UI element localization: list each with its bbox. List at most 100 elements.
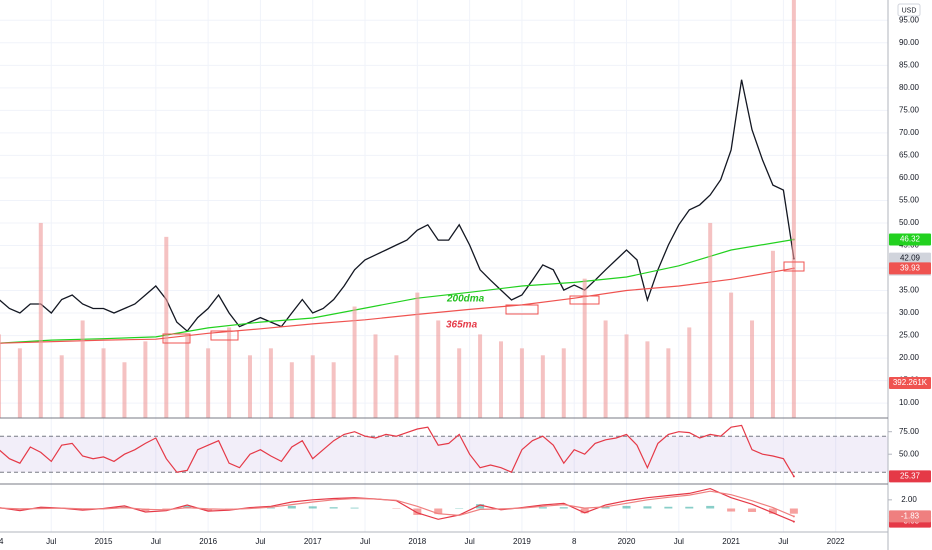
x-tick-label: Jul [465, 537, 475, 546]
series-line [0, 490, 795, 517]
y-tick-label: 95.00 [899, 15, 920, 24]
series-line [0, 424, 795, 477]
volume-bar [770, 250, 775, 418]
x-tick-label: 14 [0, 537, 4, 546]
volume-bar [708, 222, 713, 418]
x-tick-label: 2022 [827, 537, 845, 546]
value-label: -1.83 [901, 512, 920, 521]
value-label-bg [889, 233, 931, 246]
last-point [792, 475, 795, 478]
y-tick-label: 50.00 [899, 449, 920, 458]
grid [0, 0, 888, 532]
volume-bar [38, 222, 43, 418]
ma-label: 365ma [446, 320, 478, 331]
histogram-bar [643, 506, 652, 509]
x-tick-label: 2019 [513, 537, 531, 546]
y-tick-label: 20.00 [899, 353, 920, 362]
histogram-bar [727, 508, 736, 512]
volume-bar [122, 362, 127, 418]
y-tick-label: 75.00 [899, 427, 920, 436]
volume-bar [729, 292, 734, 418]
volume-bar [624, 334, 629, 418]
x-tick-label: 2015 [95, 537, 113, 546]
value-label: 25.37 [900, 471, 921, 480]
box [505, 304, 539, 315]
box [162, 333, 191, 344]
y-tick-label: 55.00 [899, 196, 920, 205]
x-tick-label: 2021 [722, 537, 740, 546]
volume-bar [268, 348, 273, 418]
volume-bar [561, 348, 566, 418]
y-tick-label: 2.00 [901, 495, 917, 504]
x-tick-label: 2020 [618, 537, 636, 546]
y-tick-label: 65.00 [899, 151, 920, 160]
x-tick-label: Jul [46, 537, 56, 546]
volume-bar [59, 355, 64, 418]
histogram-bar [36, 507, 45, 509]
price-label-bg [889, 252, 931, 265]
last-point [792, 520, 795, 523]
histogram-bar [413, 508, 422, 515]
y-tick-label: 25.00 [899, 331, 920, 340]
volume-bar [206, 348, 211, 418]
histogram-bar [162, 508, 171, 510]
volume-bar [394, 355, 399, 418]
y-tick-label: 30.00 [899, 308, 920, 317]
value-label-bg [889, 470, 931, 483]
volume-bar [164, 236, 169, 418]
volume-bar [666, 348, 671, 418]
volume-bar [0, 334, 1, 418]
x-tick-label: 2016 [199, 537, 217, 546]
y-tick-label: 10.00 [899, 398, 920, 407]
volume-bar [750, 320, 755, 418]
currency-badge[interactable] [897, 3, 921, 17]
histogram-bar [434, 508, 443, 515]
y-tick-label: 35.00 [899, 286, 920, 295]
volume-bar [603, 320, 608, 418]
volume-bar [457, 348, 462, 418]
y-tick-label: 80.00 [899, 83, 920, 92]
y-tick-label: 50.00 [899, 218, 920, 227]
x-tick-label: Jul [151, 537, 161, 546]
box [569, 295, 600, 305]
histogram-bar [538, 507, 547, 509]
volume-label-bg [889, 377, 931, 389]
histogram-bar [329, 507, 338, 509]
volume-bar [645, 341, 650, 418]
volume-bar [352, 306, 357, 418]
y-tick-label: 85.00 [899, 60, 920, 69]
value-label-bg [889, 262, 931, 275]
histogram-bar [664, 506, 673, 509]
x-tick-label: 2018 [408, 537, 426, 546]
price-label: 42.09 [900, 254, 921, 263]
x-tick-label: Jul [255, 537, 265, 546]
volume-bar [101, 348, 106, 418]
rsi-band [0, 436, 888, 473]
y-tick-label: 90.00 [899, 38, 920, 47]
currency: USD [902, 7, 917, 14]
histogram-bar [476, 504, 485, 509]
histogram-bar [559, 507, 568, 509]
value-label-bg [889, 510, 931, 523]
volume-bar [519, 348, 524, 418]
value-label: 46.32 [900, 235, 921, 244]
axes: 14 Jul 2015 Jul 2016 Jul 2017 Jul 2018 Jul 2019 8 20… [0, 15, 931, 546]
volume-bar [373, 334, 378, 418]
histogram-bar [204, 508, 213, 511]
plot [0, 0, 888, 523]
volume-bar [478, 334, 483, 418]
volume-bar [289, 362, 294, 418]
histogram-bar [287, 505, 296, 509]
volume-bar [540, 355, 545, 418]
y-tick-label: 70.00 [899, 128, 920, 137]
volume-bar [791, 0, 796, 418]
y-tick-label: 60.00 [899, 173, 920, 182]
volume-bar [247, 355, 252, 418]
volume-bar [185, 334, 190, 418]
histogram-bar [622, 505, 631, 509]
volume-bar [227, 327, 232, 418]
histogram-bar [706, 505, 715, 509]
ma-label: 200dma [446, 294, 485, 305]
x-tick-label: Jul [778, 537, 788, 546]
histogram-bar [748, 508, 757, 512]
